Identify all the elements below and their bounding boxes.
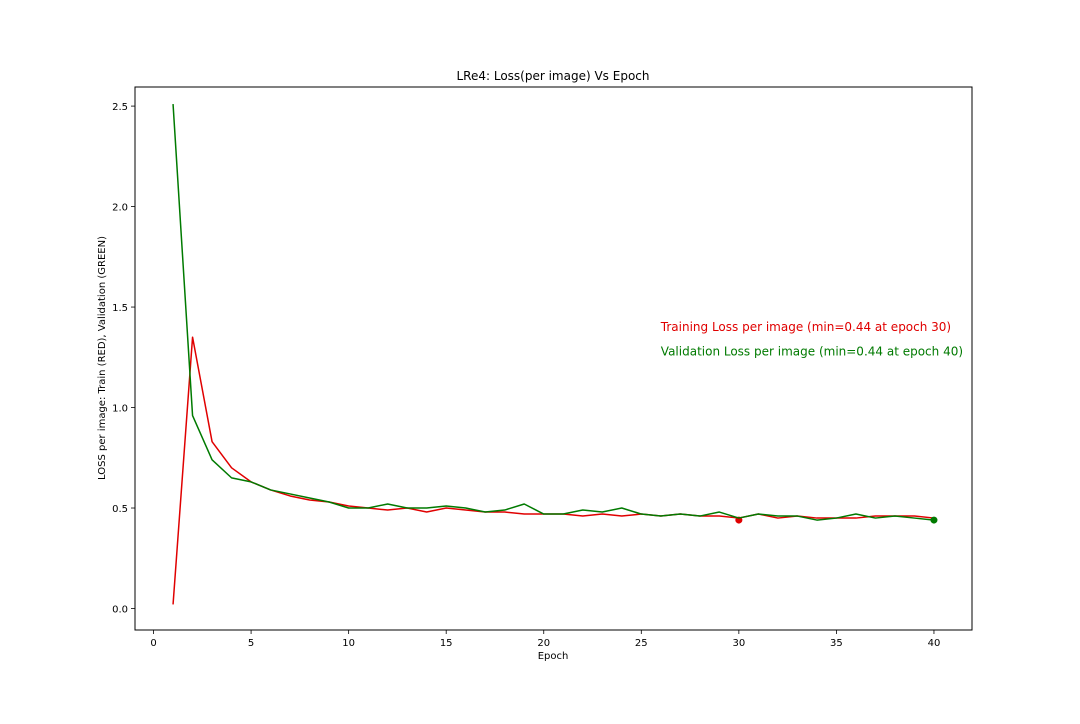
x-tick-label: 30 [732,638,745,649]
plot-area: 0 5 10 15 20 25 30 35 40 0.0 0.5 1.0 1.5 2.0 2.5 Traini… [112,86,973,649]
y-tick-label: 2.0 [112,203,128,214]
x-tick-label: 40 [928,638,941,649]
y-axis-label: LOSS per image: Train (RED), Validation … [97,236,108,480]
y-tick-label: 0.0 [112,604,128,615]
x-tick-label: 0 [150,638,156,649]
x-tick-label: 10 [342,638,355,649]
x-tick-label: 25 [635,638,648,649]
x-axis-label: Epoch [538,651,569,662]
x-tick-label: 15 [440,638,453,649]
y-tick-label: 2.5 [112,102,128,113]
validation-loss-line [172,104,935,521]
x-tick-label: 20 [537,638,550,649]
y-tick-label: 1.0 [112,404,128,415]
x-tick-label: 5 [248,638,254,649]
training-min-annotation: Training Loss per image (min=0.44 at epo… [660,320,951,334]
validation-min-marker [930,516,938,524]
validation-min-annotation: Validation Loss per image (min=0.44 at e… [661,344,963,358]
chart-title: LRe4: Loss(per image) Vs Epoch [456,69,649,83]
y-tick-label: 1.5 [112,303,128,314]
plot-frame [134,86,973,631]
y-tick-label: 0.5 [112,504,128,515]
x-tick-label: 35 [830,638,843,649]
